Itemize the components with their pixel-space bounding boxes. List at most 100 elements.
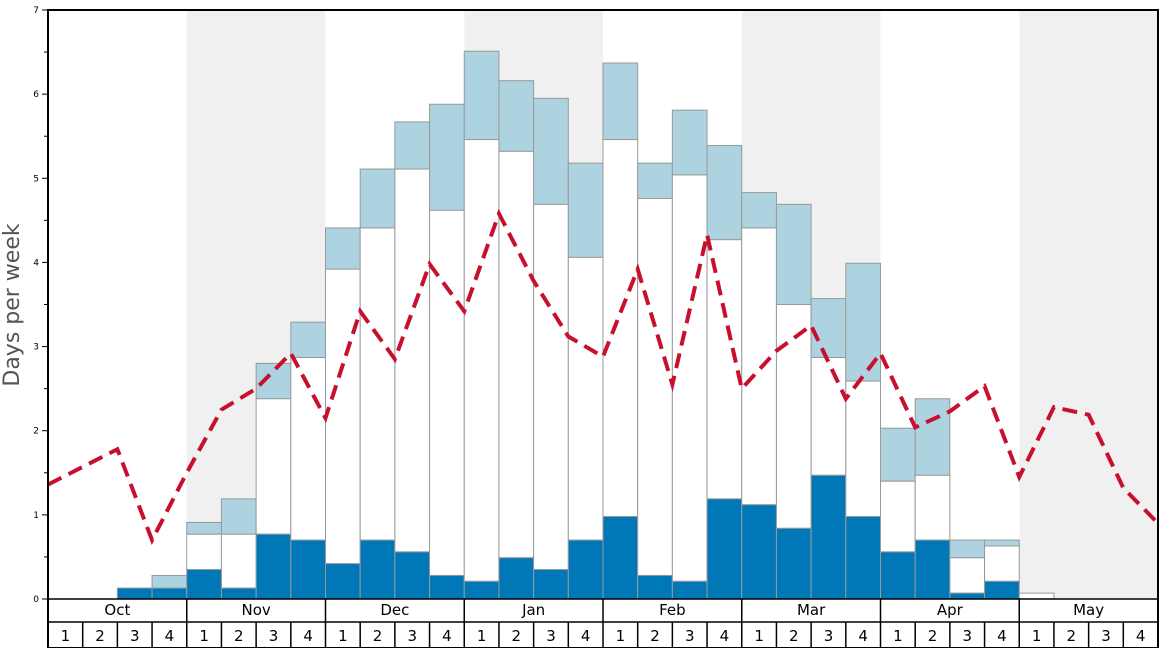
bar-segment-white: [463, 139, 500, 582]
bar-segment-dark: [186, 569, 222, 600]
bar-segment-light: [880, 427, 916, 482]
bar-segment-light: [984, 539, 1020, 547]
week-label: 3: [546, 627, 556, 645]
bar-segment-dark: [151, 587, 188, 600]
y-tick-label: 1: [33, 511, 39, 521]
week-label: 4: [442, 627, 452, 645]
week-label: 1: [754, 627, 764, 645]
week-label: 2: [373, 627, 383, 645]
bar-segment-white: [429, 209, 465, 576]
bar-segment-light: [220, 498, 257, 535]
y-tick-label: 3: [33, 343, 39, 353]
bar-segment-dark: [671, 580, 708, 600]
bar-segment-dark: [741, 504, 777, 600]
bar-segment-white: [706, 239, 743, 500]
bar-segment-dark: [845, 516, 881, 600]
bar-segment-white: [186, 533, 222, 571]
week-label: 1: [338, 627, 348, 645]
y-axis-ticks: 0 1 2 3 4 5 6 7: [33, 6, 48, 605]
bar-segment-light: [498, 80, 535, 152]
week-label: 1: [616, 627, 626, 645]
bar-segment-dark: [949, 592, 986, 600]
week-label: 1: [199, 627, 209, 645]
month-label: May: [1073, 601, 1104, 619]
y-tick-label: 7: [33, 6, 39, 16]
bar-segment-dark: [255, 533, 292, 600]
bar-segment-light: [533, 97, 569, 205]
bar-segment-dark: [394, 551, 431, 600]
bar-segment-white: [567, 256, 604, 541]
y-axis-label: Days per week: [0, 223, 25, 386]
month-label: Jan: [521, 601, 545, 619]
week-label: 2: [789, 627, 799, 645]
week-label: 4: [303, 627, 313, 645]
plot-frame: [47, 9, 1159, 648]
bar-segment-light: [186, 521, 222, 535]
stacked-bars: [116, 50, 1055, 600]
y-tick-label: 0: [33, 595, 39, 605]
week-label: 4: [581, 627, 591, 645]
bar-segment-white: [880, 480, 916, 553]
bar-segment-white: [671, 174, 708, 582]
week-label: 2: [95, 627, 105, 645]
week-label: 2: [512, 627, 522, 645]
bar-segment-dark: [984, 580, 1020, 600]
week-label: 3: [130, 627, 140, 645]
month-label: Apr: [937, 601, 964, 619]
bar-segment-dark: [116, 587, 153, 600]
bar-segment-light: [290, 321, 326, 359]
month-label: Mar: [797, 601, 826, 619]
bar-segment-white: [498, 150, 535, 559]
week-label: 1: [893, 627, 903, 645]
month-week-axis: Oct 1 2 3 4 Nov 1 2 3 4 Dec 1 2 3 4 Jan 1 2 3 4 Feb 1 2 3 4 Mar 1 2…: [48, 598, 1158, 648]
month-label: Nov: [241, 601, 270, 619]
bar-segment-light: [949, 539, 986, 559]
bar-segment-dark: [602, 516, 639, 600]
month-label: Dec: [380, 601, 409, 619]
bar-segment-dark: [637, 574, 673, 600]
average-dashed-line: [47, 208, 1160, 545]
bar-segment-dark: [498, 557, 535, 600]
week-label: 4: [858, 627, 868, 645]
week-label: 3: [1101, 627, 1111, 645]
week-label: 1: [1032, 627, 1042, 645]
week-label: 3: [407, 627, 417, 645]
week-label: 4: [165, 627, 175, 645]
week-label: 2: [928, 627, 938, 645]
bar-segment-light: [602, 62, 639, 141]
bar-segment-white: [394, 168, 431, 553]
bar-segment-dark: [533, 569, 569, 600]
bar-segment-light: [637, 162, 673, 199]
bar-segment-light: [325, 227, 361, 270]
bar-segment-white: [602, 139, 639, 518]
bar-segment-dark: [706, 498, 743, 600]
bar-segment-light: [775, 203, 812, 305]
bar-segment-white: [220, 533, 257, 589]
week-label: 2: [234, 627, 244, 645]
bar-segment-dark: [290, 539, 326, 600]
week-label: 3: [685, 627, 695, 645]
bar-segment-white: [775, 304, 812, 529]
bar-segment-light: [914, 398, 951, 476]
bar-segment-light: [151, 574, 188, 589]
bar-segment-dark: [810, 474, 847, 600]
bar-segment-dark: [880, 551, 916, 600]
bar-segment-light: [810, 298, 847, 359]
bar-segment-dark: [359, 539, 396, 600]
bar-segment-white: [255, 398, 292, 535]
week-label: 1: [61, 627, 71, 645]
week-label: 1: [477, 627, 487, 645]
y-tick-label: 2: [33, 427, 39, 437]
bar-segment-white: [949, 557, 986, 594]
bar-segment-dark: [914, 539, 951, 600]
bar-segment-white: [637, 197, 673, 576]
bar-segment-white: [984, 545, 1020, 582]
month-shade-may: [1019, 10, 1158, 599]
bar-segment-dark: [567, 539, 604, 600]
week-label: 2: [1067, 627, 1077, 645]
week-label: 4: [720, 627, 730, 645]
week-label: 3: [269, 627, 279, 645]
bar-segment-dark: [325, 563, 361, 600]
bar-segment-light: [671, 109, 708, 176]
